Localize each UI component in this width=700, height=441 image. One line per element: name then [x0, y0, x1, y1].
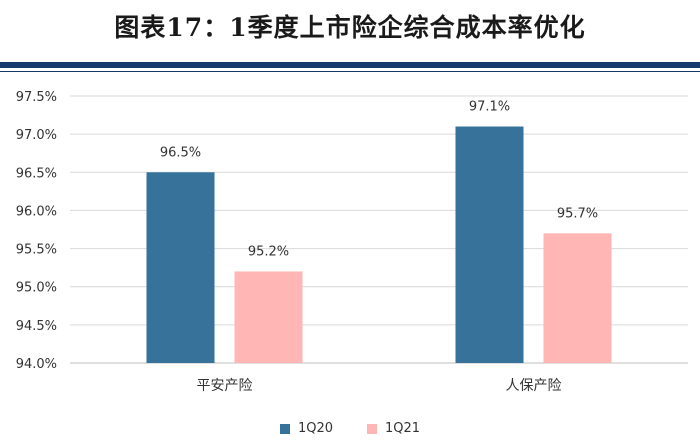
bar-1q20 [455, 126, 524, 363]
data-label: 97.1% [469, 100, 510, 115]
data-label: 96.5% [160, 145, 201, 160]
x-category-label: 人保产险 [506, 378, 562, 394]
legend-label-1q21: 1Q21 [385, 421, 421, 436]
title-rule-thick [0, 62, 700, 68]
bar-1q21 [543, 233, 612, 363]
data-label: 95.7% [557, 206, 598, 221]
title-rule-thin [0, 71, 700, 72]
y-tick-label: 95.5% [16, 243, 57, 258]
legend-swatch-1q21 [367, 423, 377, 434]
legend-swatch-1q20 [279, 423, 290, 434]
legend-item-1q21: 1Q21 [367, 421, 420, 436]
bar-1q21 [234, 271, 303, 363]
y-tick-label: 97.5% [16, 90, 57, 105]
legend-label-1q20: 1Q20 [297, 421, 333, 436]
y-tick-label: 94.5% [16, 319, 57, 334]
y-tick-label: 94.0% [16, 357, 57, 372]
chart-title: 图表17：1季度上市险企综合成本率优化 [114, 13, 586, 42]
y-tick-label: 95.0% [16, 281, 57, 296]
legend: 1Q20 1Q21 [0, 421, 700, 436]
bar-1q20 [146, 172, 215, 363]
data-label: 95.2% [248, 244, 289, 259]
y-tick-label: 96.0% [16, 204, 57, 219]
x-category-label: 平安产险 [197, 378, 253, 394]
y-tick-label: 97.0% [16, 128, 57, 143]
y-tick-label: 96.5% [16, 166, 57, 181]
legend-item-1q20: 1Q20 [279, 421, 333, 436]
